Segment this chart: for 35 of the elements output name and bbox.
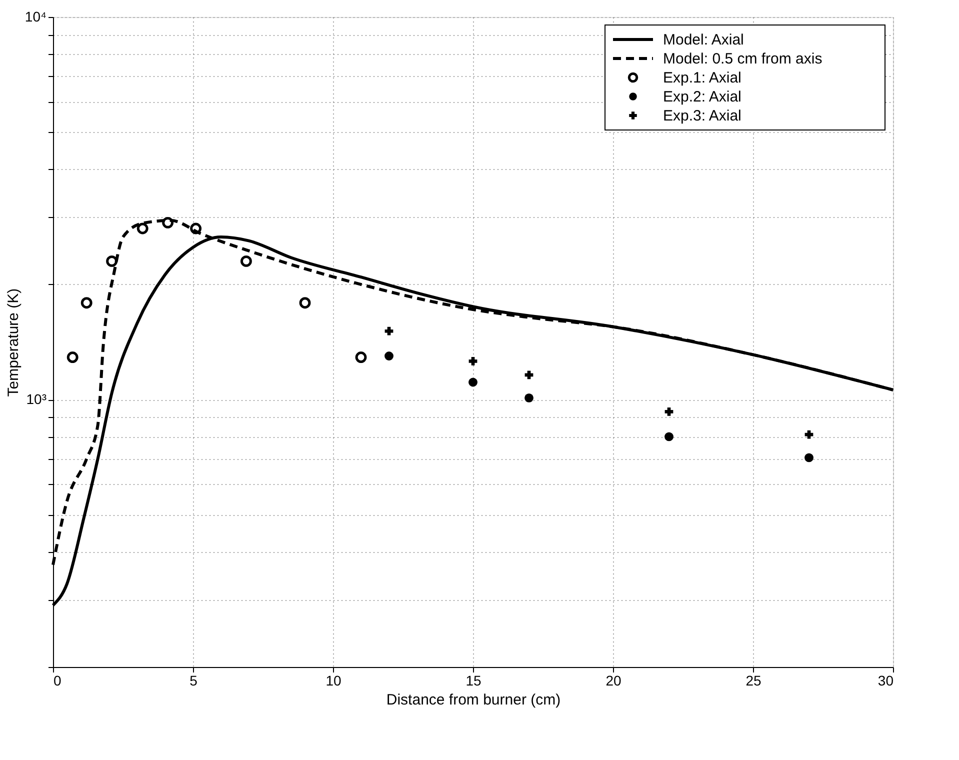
- point: [240, 255, 252, 267]
- point: [355, 352, 367, 363]
- point: [190, 222, 202, 234]
- point: [524, 393, 534, 402]
- y-tick-label: 10⁴: [24, 8, 46, 24]
- y-tick-label: 10³: [26, 391, 47, 408]
- legend-label: Exp.3: Axial: [663, 108, 742, 124]
- x-tick-label: 15: [466, 672, 482, 688]
- x-tick-label: 5: [190, 672, 198, 688]
- legend-label: Model: Axial: [663, 32, 744, 48]
- point: [804, 430, 814, 439]
- x-tick-label: 10: [326, 672, 342, 688]
- point: [384, 352, 394, 360]
- point: [524, 370, 534, 380]
- point: [66, 352, 78, 363]
- point: [804, 453, 814, 462]
- x-tick-label: 25: [746, 672, 762, 688]
- point: [468, 357, 478, 366]
- point: [468, 378, 478, 387]
- legend-label: Model: 0.5 cm from axis: [663, 50, 822, 68]
- point: [299, 297, 311, 309]
- point: [136, 222, 148, 234]
- point: [162, 216, 174, 228]
- x-tick-label: 30: [878, 672, 894, 688]
- x-tick-label: 20: [606, 672, 622, 688]
- point: [664, 407, 674, 416]
- legend-label: Exp.2: Axial: [663, 88, 742, 106]
- x-axis-title: Distance from burner (cm): [386, 692, 561, 708]
- point: [80, 297, 92, 309]
- point: [106, 255, 118, 267]
- legend-label: Exp.1: Axial: [663, 70, 742, 86]
- point: [384, 326, 394, 336]
- y-axis-title: Temperature (K): [4, 288, 22, 397]
- point: [664, 432, 674, 442]
- x-tick-label: 0: [54, 672, 62, 688]
